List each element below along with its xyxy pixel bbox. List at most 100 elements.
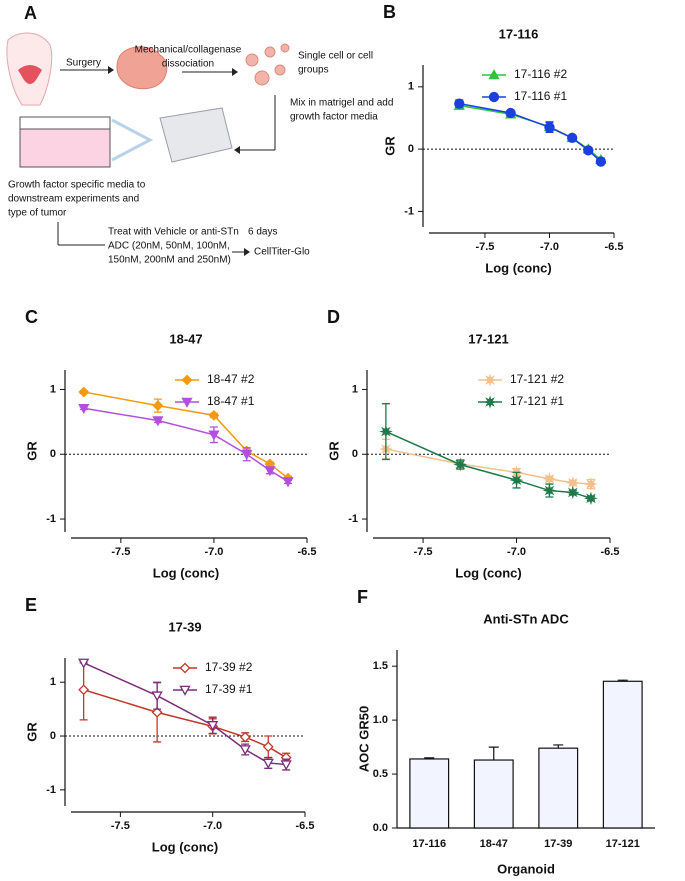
bar [538,747,579,829]
bar [473,759,514,829]
y-tick-label: 0.0 [373,822,388,834]
legend-marker [488,91,500,103]
arrow-head [232,68,238,76]
marker [241,449,253,461]
x-tick-label: -7.5 [414,546,433,558]
chart-title: 17-39 [168,619,201,634]
marker [78,684,90,696]
x-tick-label: -6.5 [605,241,624,253]
marker [151,691,163,702]
dish-top [19,116,111,130]
error-bar [553,744,564,749]
legend-marker [483,395,497,409]
y-tick-label: 0 [352,448,358,460]
y-tick-label: 0 [50,448,56,460]
legend-label: 17-39 #1 [205,682,253,696]
marker [509,473,524,487]
diagram-text: ADC (20nM, 50nM, 100nM, [108,241,230,252]
legend-label: 17-116 #2 [514,67,567,81]
x-tick-label: -7.5 [111,820,130,832]
marker [453,457,468,472]
panel-label: C [25,307,38,327]
series-line [459,104,602,161]
error-bar [488,746,499,761]
arrow-head [108,66,114,74]
marker [152,416,164,427]
y-tick-label: -1 [46,784,56,796]
x-axis-label: Log (conc) [152,839,218,854]
marker [584,477,598,491]
marker [280,760,292,771]
diagram-text: 150nM, 200nM and 250nM) [108,255,231,266]
x-axis-label: Organoid [497,861,555,876]
diagram-text: Treat with Vehicle or anti-STn [108,227,239,238]
marker [78,386,90,398]
diagram-text: Mix in matrigel and add [290,98,393,109]
panel-label: B [383,2,396,22]
y-tick-label: 1 [408,81,414,93]
diagram-text: groups [298,65,329,76]
y-axis-label: GR [382,136,397,156]
legend-marker [179,662,191,674]
marker [262,758,274,769]
diagram-text: CellTiter-Glo [254,247,310,258]
legend-label: 17-39 #2 [205,660,253,674]
workflow-illustration [6,32,290,256]
bar [602,680,643,829]
marker [584,491,598,506]
x-tick-label: -7.5 [111,546,130,558]
x-tick-label: 17-116 [412,838,446,850]
x-tick-label: -7.0 [204,546,223,558]
tumor [116,46,168,90]
y-tick-label: 1.5 [373,660,388,672]
arrow-head [234,146,240,154]
marker [542,472,557,486]
x-tick-label: -7.0 [203,820,222,832]
legend-label: 18-47 #2 [207,372,255,386]
y-tick-label: -1 [404,205,414,217]
panel-label: D [327,307,340,327]
chart-title: 17-121 [468,331,508,346]
legend-label: 17-121 #2 [510,372,564,386]
marker [379,424,393,439]
series-line [83,662,287,766]
zoom-lines [111,118,154,162]
legend-marker [483,373,497,387]
diagram-text: Single cell or cell [298,51,373,62]
x-axis-label: Log (conc) [153,565,219,580]
legend-marker [181,397,193,408]
y-tick-label: 1 [352,383,358,395]
x-tick-label: -7.0 [540,241,559,253]
marker [152,400,164,412]
marker [78,403,90,415]
diagram-text: Growth factor specific media to [8,180,146,191]
chart-title: 17-116 [499,26,539,41]
marker [454,98,465,109]
marker [567,132,578,144]
legend-label: 18-47 #1 [207,394,255,408]
series-line [83,407,289,483]
chart-title: Anti-STn ADC [483,611,569,626]
y-tick-label: 0 [408,143,414,155]
marker [544,122,555,133]
well-plate [159,107,233,163]
error-bar [617,679,628,682]
x-tick-label: 17-121 [606,838,640,850]
y-tick-label: -1 [46,513,56,525]
x-tick-label: -7.0 [507,546,526,558]
x-tick-label: -6.5 [601,546,620,558]
marker [208,409,220,421]
y-tick-label: 1.0 [373,714,388,726]
marker [208,430,220,441]
y-tick-label: 0.5 [373,768,388,780]
marker [78,658,90,669]
y-tick-label: 1 [50,383,56,395]
marker [262,741,274,753]
marker [566,485,580,500]
uterus [18,65,42,84]
bar [409,758,450,829]
marker [583,145,594,156]
x-tick-label: -6.5 [296,820,315,832]
marker [595,156,606,167]
